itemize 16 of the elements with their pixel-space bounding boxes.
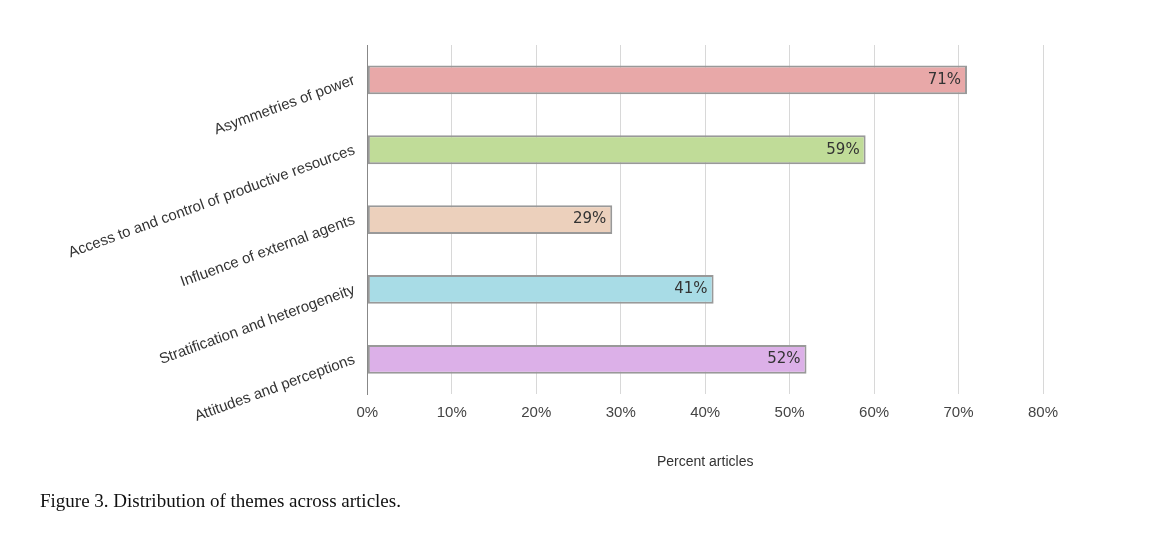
x-tick-label: 10% xyxy=(436,403,467,421)
x-tick-label: 60% xyxy=(859,403,890,421)
data-label: 59% xyxy=(826,139,860,158)
data-label: 71% xyxy=(927,69,961,88)
x-tick-label: 40% xyxy=(690,403,721,421)
x-tick-label: 30% xyxy=(605,403,636,421)
data-label: 52% xyxy=(767,349,801,368)
x-tick-label: 0% xyxy=(356,403,379,421)
x-axis-title: Percent articles xyxy=(656,453,754,470)
x-tick-label: 20% xyxy=(521,403,552,421)
caption: Figure 3. Distribution of themes across articles. xyxy=(40,490,401,512)
data-label: 29% xyxy=(572,209,607,228)
x-tick-label: 80% xyxy=(1027,403,1059,421)
x-tick-label: 50% xyxy=(774,403,805,421)
data-label: 41% xyxy=(674,279,708,298)
x-tick-label: 70% xyxy=(943,403,974,421)
